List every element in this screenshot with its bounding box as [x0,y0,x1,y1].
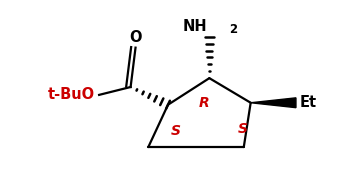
Text: S: S [238,122,248,136]
Polygon shape [251,98,296,108]
Text: S: S [171,124,181,138]
Text: Et: Et [300,95,317,110]
Text: 2: 2 [229,23,237,36]
Text: R: R [199,96,210,110]
Text: O: O [129,30,142,45]
Text: NH: NH [183,19,207,34]
Text: t-BuO: t-BuO [48,87,95,102]
